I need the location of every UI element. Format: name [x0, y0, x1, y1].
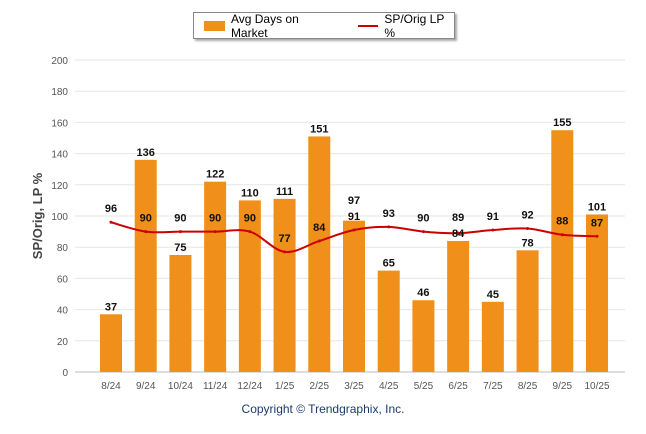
bar-data-label: 151 [310, 123, 328, 135]
bar-data-label: 136 [137, 147, 155, 159]
line-point [595, 234, 599, 238]
bar-data-label: 111 [276, 186, 293, 198]
line-point [491, 228, 495, 232]
legend-label-line: SP/Orig LP % [384, 11, 445, 40]
line-data-label: 89 [452, 212, 464, 224]
line-point [456, 231, 460, 235]
legend-item-line: SP/Orig LP % [344, 12, 454, 40]
line-point [526, 226, 530, 230]
bar-data-label: 84 [452, 228, 465, 240]
line-data-label: 90 [244, 213, 256, 225]
y-tick-label: 60 [57, 274, 69, 285]
bar [100, 314, 122, 372]
line-point [317, 239, 321, 243]
bar-data-label: 97 [348, 195, 360, 207]
line-point [109, 220, 113, 224]
x-tick-label: 7/25 [483, 381, 503, 392]
bar [377, 270, 400, 372]
line-data-label: 90 [140, 213, 152, 225]
legend-swatch-line [357, 24, 379, 27]
line-data-label: 84 [313, 222, 326, 234]
bar [586, 214, 608, 372]
line-data-label: 77 [278, 233, 290, 245]
bar-data-label: 46 [417, 287, 429, 299]
x-tick-label: 6/25 [448, 381, 468, 392]
bar-data-label: 75 [174, 242, 186, 254]
line-data-label: 90 [174, 213, 186, 225]
line-data-label: 90 [417, 213, 429, 225]
x-tick-label: 12/24 [237, 381, 262, 392]
y-tick-label: 40 [57, 306, 69, 317]
y-tick-label: 200 [51, 56, 68, 67]
line-data-label: 92 [521, 209, 533, 221]
bar [481, 301, 504, 372]
line-point [352, 228, 356, 232]
line-point [144, 230, 148, 234]
x-tick-label: 8/24 [101, 381, 121, 392]
x-tick-label: 8/25 [518, 381, 538, 392]
bar [273, 198, 296, 372]
bar [516, 250, 539, 372]
bar [343, 220, 365, 372]
bar-data-label: 78 [521, 237, 533, 249]
bar [169, 255, 192, 372]
bar-data-label: 110 [241, 187, 259, 199]
line-point [387, 225, 391, 229]
y-tick-label: 120 [51, 181, 68, 192]
bar-data-label: 101 [588, 201, 606, 213]
bar [412, 300, 435, 372]
line-data-label: 96 [105, 203, 117, 215]
legend-swatch-bar [204, 20, 225, 31]
x-tick-label: 5/25 [414, 381, 434, 392]
line-point [283, 250, 287, 254]
y-tick-label: 20 [57, 337, 69, 348]
bar-data-label: 65 [383, 258, 395, 270]
line-data-label: 88 [556, 216, 568, 228]
bar [308, 136, 331, 372]
line-point [560, 233, 564, 237]
line-data-label: 93 [383, 208, 395, 220]
bar [134, 159, 157, 372]
bar-data-label: 155 [553, 117, 571, 129]
legend-item-bar: Avg Days on Market [204, 12, 334, 40]
bar [238, 200, 261, 372]
line-point [213, 230, 217, 234]
x-tick-label: 10/24 [168, 381, 193, 392]
x-tick-label: 9/24 [136, 381, 156, 392]
x-tick-label: 1/25 [275, 381, 295, 392]
line-point [421, 230, 425, 234]
line-data-label: 87 [591, 217, 603, 229]
line-data-label: 90 [209, 213, 221, 225]
y-tick-label: 140 [51, 150, 68, 161]
x-tick-label: 10/25 [584, 381, 609, 392]
bar [447, 240, 470, 372]
line-data-label: 91 [487, 211, 499, 223]
x-tick-label: 2/25 [310, 381, 330, 392]
y-tick-label: 100 [51, 212, 68, 223]
x-tick-label: 3/25 [344, 381, 364, 392]
legend-label-bar: Avg Days on Market [230, 11, 299, 40]
y-tick-label: 160 [51, 118, 68, 129]
y-tick-label: 0 [62, 368, 68, 379]
bar-data-label: 45 [487, 289, 499, 301]
y-tick-label: 80 [57, 243, 69, 254]
y-tick-label: 180 [51, 87, 68, 98]
bar-data-label: 37 [105, 301, 117, 313]
copyright: Copyright © Trendgraphix, Inc. [241, 402, 405, 416]
line-data-label: 91 [348, 211, 360, 223]
bar-data-label: 122 [206, 169, 224, 181]
legend: Avg Days on Market SP/Orig LP % [193, 12, 455, 40]
line-point [178, 230, 182, 234]
line-point [248, 230, 252, 234]
bar [551, 130, 574, 372]
x-tick-label: 9/25 [553, 381, 573, 392]
x-tick-label: 4/25 [379, 381, 399, 392]
y-axis-label: SP/Orig, LP % [30, 172, 45, 259]
bar [204, 181, 227, 372]
x-tick-label: 11/24 [203, 381, 228, 392]
